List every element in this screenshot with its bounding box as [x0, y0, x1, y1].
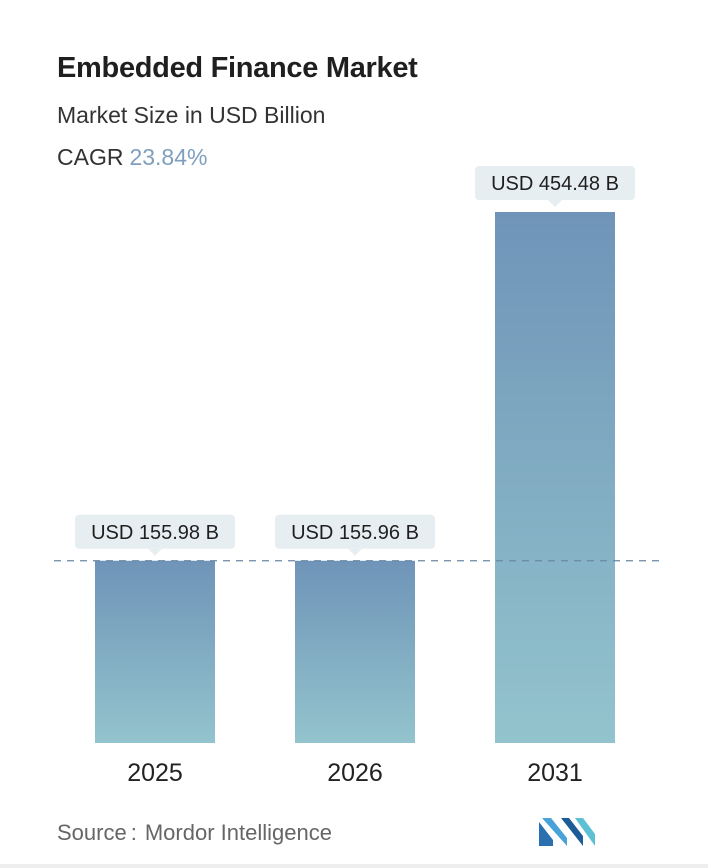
data-label-2031: USD 454.48 B	[475, 166, 635, 207]
data-label-bg	[275, 514, 435, 549]
source-separator: :	[130, 820, 137, 845]
data-label-2026: USD 155.96 B	[275, 514, 435, 556]
data-label-text: USD 155.96 B	[291, 522, 419, 544]
cagr-value: 23.84%	[129, 144, 208, 170]
source-name: Mordor Intelligence	[144, 820, 332, 845]
source-note: Source: Mordor Intelligence	[57, 820, 332, 846]
x-tick-label-2031: 2031	[527, 759, 583, 787]
x-tick-label-2025: 2025	[127, 759, 183, 787]
bar-2026	[295, 560, 415, 743]
cagr-line: CAGR 23.84%	[57, 144, 207, 171]
data-label-bg	[75, 514, 235, 549]
cagr-label: CAGR	[57, 144, 124, 170]
bar-2025	[95, 560, 215, 743]
bar-chart: USD 155.98 B 2025 USD 155.96 B 2026 USD 454.…	[54, 166, 660, 787]
data-label-2025: USD 155.98 B	[75, 514, 235, 556]
data-label-pointer	[548, 200, 562, 207]
data-label-pointer	[148, 548, 162, 556]
data-label-pointer	[348, 548, 362, 556]
bar-2031	[495, 212, 615, 743]
data-label-text: USD 155.98 B	[91, 522, 219, 544]
bottom-divider	[0, 864, 708, 868]
chart-title: Embedded Finance Market	[57, 52, 418, 84]
chart-subtitle: Market Size in USD Billion	[57, 102, 326, 128]
mordor-intelligence-logo-icon	[539, 818, 595, 846]
data-label-bg	[475, 166, 635, 200]
data-label-text: USD 454.48 B	[491, 173, 619, 195]
source-label: Source	[57, 820, 127, 845]
x-tick-label-2026: 2026	[327, 759, 383, 787]
